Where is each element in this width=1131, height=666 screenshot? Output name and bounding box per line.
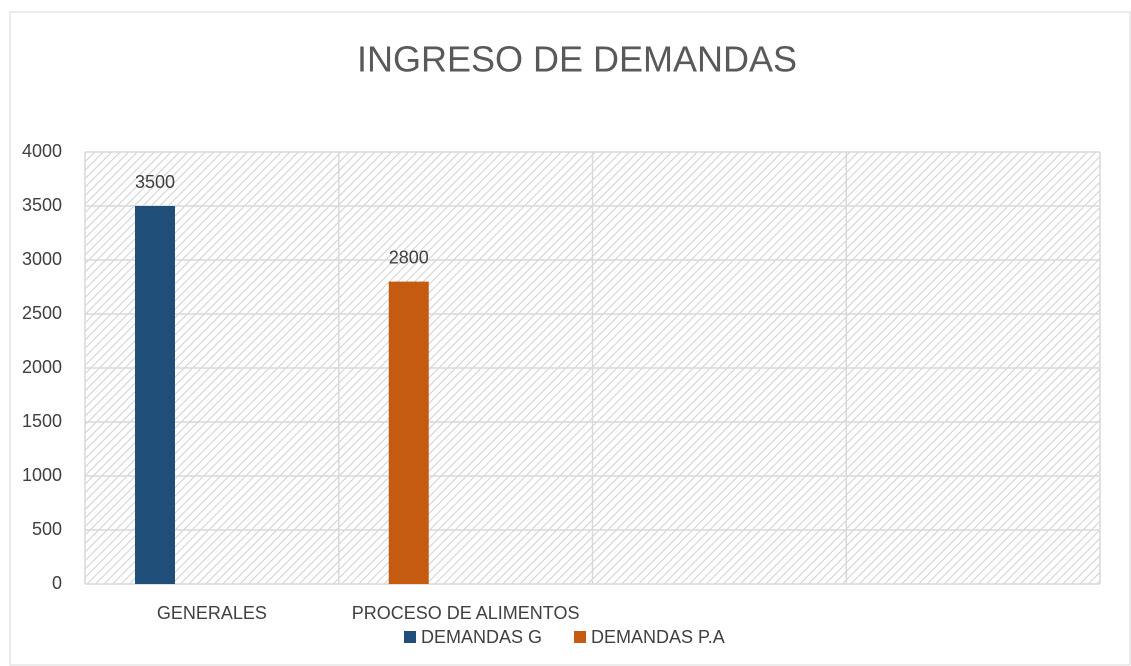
legend-label: DEMANDAS G bbox=[421, 627, 542, 647]
bar bbox=[388, 281, 429, 584]
y-tick-label: 4000 bbox=[22, 141, 62, 161]
y-tick-label: 3500 bbox=[22, 195, 62, 215]
chart-title: INGRESO DE DEMANDAS bbox=[357, 39, 797, 80]
y-tick-label: 2500 bbox=[22, 303, 62, 323]
legend-swatch bbox=[574, 631, 587, 643]
legend-swatch bbox=[404, 631, 416, 643]
bar bbox=[135, 206, 175, 584]
legend-label: DEMANDAS P.A bbox=[591, 627, 725, 647]
y-tick-label: 2000 bbox=[22, 357, 62, 377]
y-tick-label: 1000 bbox=[22, 465, 62, 485]
x-tick-label: PROCESO DE ALIMENTOS bbox=[352, 603, 580, 623]
x-tick-label: GENERALES bbox=[157, 603, 267, 623]
y-tick-label: 0 bbox=[52, 573, 62, 593]
y-tick-label: 1500 bbox=[22, 411, 62, 431]
data-label: 3500 bbox=[135, 172, 175, 192]
y-tick-label: 3000 bbox=[22, 249, 62, 269]
data-label: 2800 bbox=[389, 247, 429, 267]
y-tick-label: 500 bbox=[32, 519, 62, 539]
